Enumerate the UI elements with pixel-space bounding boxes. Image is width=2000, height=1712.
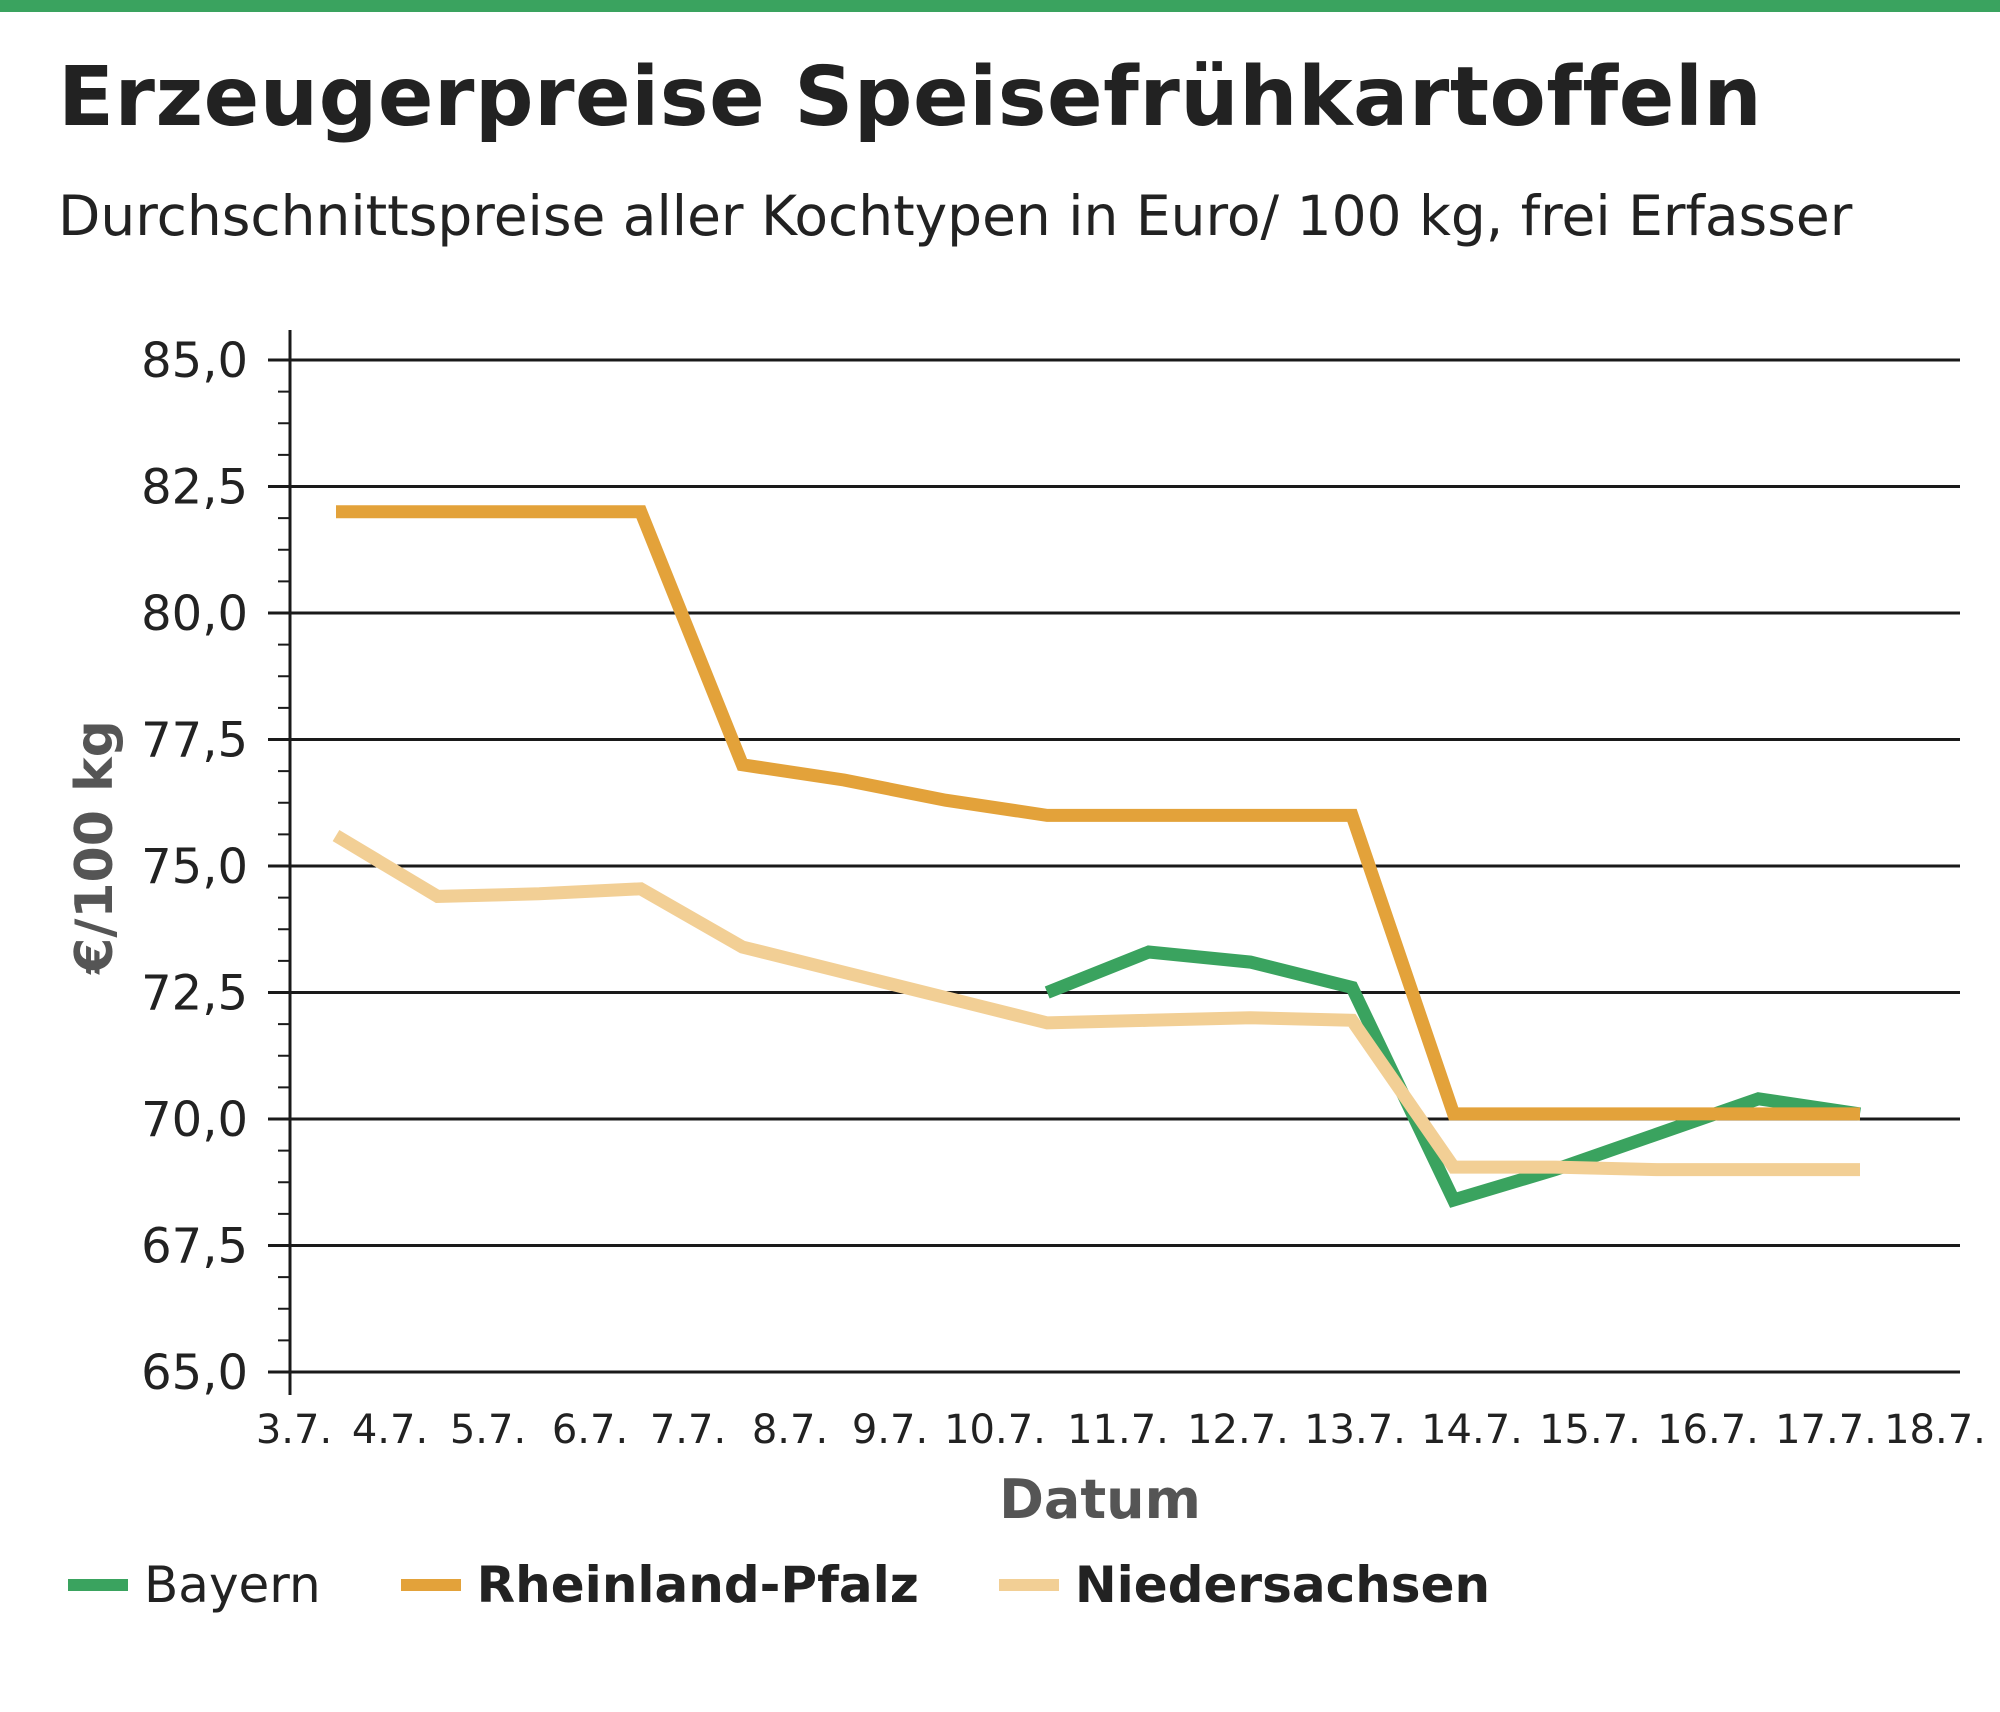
- axes: [268, 330, 1960, 1395]
- x-tick-label: 16.7.: [1657, 1407, 1759, 1453]
- x-tick-label: 12.7.: [1187, 1407, 1289, 1453]
- series-line: [332, 830, 1860, 1177]
- x-tick-label: 8.7.: [752, 1407, 828, 1453]
- x-tick-label: 13.7.: [1304, 1407, 1406, 1453]
- y-axis-label: €/100 kg: [65, 720, 125, 975]
- legend-swatch: [68, 1579, 128, 1591]
- chart-title: Erzeugerpreise Speisefrühkartoffeln: [58, 50, 1763, 145]
- legend-label: Bayern: [144, 1556, 321, 1614]
- x-tick-labels: 3.7. 4.7. 5.7. 6.7. 7.7. 8.7. 9.7. 10.7. 11.7. 12…: [256, 1407, 1986, 1453]
- x-tick-label: 4.7.: [352, 1407, 428, 1453]
- y-tick-label: 67,5: [141, 1219, 248, 1275]
- top-accent-bar: [0, 0, 2000, 12]
- y-tick-label: 82,5: [141, 460, 248, 516]
- series-lines: [332, 505, 1861, 1208]
- x-tick-label: 11.7.: [1067, 1407, 1169, 1453]
- y-tick-label: 75,0: [141, 839, 248, 895]
- x-tick-label: 17.7.: [1775, 1407, 1877, 1453]
- x-tick-label: 5.7.: [450, 1407, 526, 1453]
- x-tick-label: 10.7.: [944, 1407, 1046, 1453]
- y-tick-label: 65,0: [141, 1345, 248, 1401]
- legend-label: Rheinland-Pfalz: [476, 1556, 919, 1614]
- y-tick-label: 72,5: [141, 966, 248, 1022]
- legend-swatch: [400, 1579, 461, 1591]
- line-chart: 65,0 67,5 70,0 72,5 75,0 77,5 80,0 82,5 85,0 3.7…: [65, 330, 1986, 1531]
- legend-item: Bayern: [68, 1556, 321, 1614]
- legend-item: Rheinland-Pfalz: [400, 1556, 919, 1614]
- x-tick-label: 15.7.: [1539, 1407, 1641, 1453]
- legend-item: Niedersachsen: [998, 1556, 1491, 1614]
- x-tick-label: 3.7.: [256, 1407, 332, 1453]
- chart-subtitle: Durchschnittspreise aller Kochtypen in E…: [58, 184, 1853, 248]
- y-tick-label: 80,0: [141, 586, 248, 642]
- y-tick-label: 70,0: [141, 1092, 248, 1148]
- x-axis-label: Datum: [999, 1468, 1201, 1531]
- x-tick-label: 18.7.: [1884, 1407, 1986, 1453]
- x-tick-label: 6.7.: [552, 1407, 628, 1453]
- y-tick-label: 77,5: [141, 713, 248, 769]
- y-tick-labels: 65,0 67,5 70,0 72,5 75,0 77,5 80,0 82,5 85,0: [141, 333, 248, 1401]
- grid-lines: [290, 358, 1960, 1247]
- legend-label: Niedersachsen: [1074, 1556, 1491, 1614]
- x-tick-label: 14.7.: [1421, 1407, 1523, 1453]
- x-tick-label: 7.7.: [650, 1407, 726, 1453]
- legend-swatch: [998, 1579, 1059, 1591]
- legend: Bayern Rheinland-Pfalz Niedersachsen: [68, 1550, 1570, 1620]
- series-line: [336, 505, 1860, 1121]
- y-tick-label: 85,0: [141, 333, 248, 389]
- x-tick-label: 9.7.: [852, 1407, 928, 1453]
